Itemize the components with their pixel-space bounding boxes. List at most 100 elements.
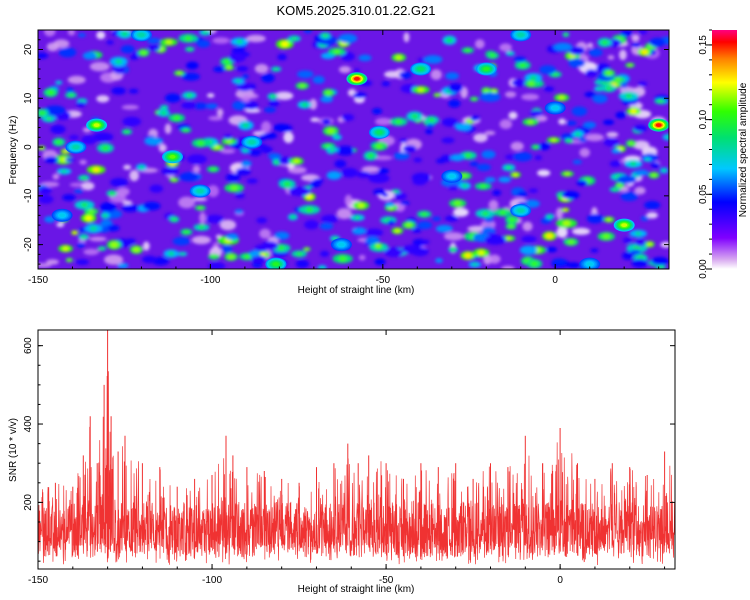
texture-blob bbox=[384, 247, 404, 258]
texture-blob-core bbox=[489, 53, 496, 58]
hotspot-ring bbox=[517, 208, 524, 213]
texture-patch bbox=[521, 93, 540, 101]
texture-blob-core bbox=[617, 183, 623, 188]
texture-blob-core bbox=[635, 231, 642, 236]
texture-blob-core bbox=[283, 181, 291, 187]
texture-blob bbox=[592, 94, 608, 104]
texture-blob-core bbox=[411, 113, 419, 120]
texture-blob-core bbox=[160, 110, 167, 116]
texture-patch bbox=[607, 55, 615, 60]
texture-blob-core bbox=[46, 89, 55, 96]
texture-blob bbox=[69, 135, 79, 140]
heatmap-hotspot bbox=[189, 184, 211, 198]
texture-blob-core bbox=[184, 35, 192, 41]
texture-blob bbox=[274, 231, 290, 240]
texture-blob bbox=[561, 133, 575, 140]
texture-blob bbox=[476, 163, 491, 171]
texture-patch bbox=[488, 199, 499, 211]
texture-blob-core bbox=[625, 93, 633, 99]
texture-blob bbox=[206, 214, 224, 224]
texture-patch bbox=[631, 34, 640, 42]
texture-blob bbox=[539, 143, 550, 151]
texture-blob bbox=[92, 132, 114, 142]
texture-blob-core bbox=[46, 116, 52, 121]
texture-blob bbox=[615, 111, 626, 119]
texture-blob bbox=[530, 110, 543, 117]
texture-blob-core bbox=[81, 235, 87, 239]
texture-patch bbox=[361, 166, 380, 173]
texture-blob bbox=[240, 160, 252, 168]
texture-blob-core bbox=[180, 252, 185, 256]
texture-blob bbox=[454, 122, 472, 131]
texture-blob bbox=[181, 102, 197, 109]
texture-blob bbox=[513, 56, 527, 63]
texture-blob-core bbox=[162, 106, 167, 109]
colorbar: 0.00 0.05 0.10 0.15 Normalized spectral amp… bbox=[698, 29, 749, 279]
texture-blob bbox=[352, 92, 367, 99]
texture-blob bbox=[62, 194, 76, 201]
texture-blob-core bbox=[165, 39, 172, 45]
texture-blob bbox=[106, 40, 114, 45]
texture-blob-core bbox=[395, 119, 402, 125]
texture-blob bbox=[38, 194, 54, 204]
texture-blob bbox=[44, 105, 66, 116]
texture-blob-core bbox=[606, 70, 612, 76]
texture-blob-core bbox=[545, 233, 554, 239]
texture-blob bbox=[129, 55, 139, 60]
texture-patch bbox=[499, 119, 513, 130]
texture-blob-core bbox=[333, 49, 340, 54]
texture-blob-core bbox=[55, 139, 63, 145]
texture-patch bbox=[473, 133, 488, 143]
texture-patch bbox=[192, 197, 208, 202]
texture-blob-core bbox=[552, 72, 558, 77]
texture-blob bbox=[519, 245, 538, 255]
texture-blob-core bbox=[186, 93, 193, 98]
texture-blob-core bbox=[338, 256, 347, 262]
texture-blob bbox=[588, 48, 603, 57]
texture-blob-core bbox=[461, 183, 468, 188]
texture-blob bbox=[334, 159, 347, 168]
texture-blob bbox=[399, 201, 410, 206]
texture-blob bbox=[295, 259, 310, 269]
texture-blob-core bbox=[645, 158, 650, 161]
hotspot-ring bbox=[272, 262, 279, 266]
texture-blob-core bbox=[67, 258, 72, 262]
texture-blob-core bbox=[88, 209, 94, 214]
texture-patch bbox=[199, 212, 207, 224]
texture-blob-core bbox=[227, 254, 235, 260]
texture-blob-core bbox=[173, 115, 181, 121]
texture-blob-core bbox=[177, 71, 182, 75]
texture-blob-core bbox=[306, 194, 313, 200]
texture-blob bbox=[609, 160, 621, 168]
texture-patch bbox=[89, 236, 107, 242]
texture-blob-core bbox=[171, 217, 177, 222]
texture-blob bbox=[469, 161, 479, 167]
texture-patch bbox=[443, 232, 464, 241]
texture-blob bbox=[226, 233, 239, 240]
texture-blob bbox=[435, 258, 443, 264]
texture-blob bbox=[321, 118, 331, 125]
texture-patch bbox=[67, 75, 86, 84]
texture-patch bbox=[129, 170, 139, 182]
heatmap-xtick-label: -150 bbox=[28, 275, 48, 286]
texture-blob bbox=[58, 47, 77, 58]
texture-blob-core bbox=[202, 30, 208, 35]
texture-blob-core bbox=[564, 33, 568, 36]
texture-blob bbox=[77, 242, 86, 248]
texture-blob bbox=[412, 178, 427, 186]
snr-xlabel: Height of straight line (km) bbox=[298, 584, 415, 595]
texture-blob bbox=[432, 216, 441, 222]
texture-blob bbox=[208, 262, 226, 269]
texture-blob-core bbox=[226, 65, 232, 70]
texture-patch bbox=[537, 169, 551, 177]
texture-blob bbox=[498, 176, 512, 183]
texture-blob-core bbox=[110, 242, 118, 248]
texture-blob-core bbox=[464, 252, 472, 259]
texture-patch bbox=[67, 30, 76, 36]
texture-blob bbox=[644, 201, 661, 210]
texture-patch bbox=[585, 133, 604, 142]
texture-patch bbox=[192, 165, 201, 173]
texture-blob bbox=[426, 123, 434, 128]
texture-patch bbox=[206, 93, 215, 98]
texture-blob bbox=[622, 251, 634, 260]
